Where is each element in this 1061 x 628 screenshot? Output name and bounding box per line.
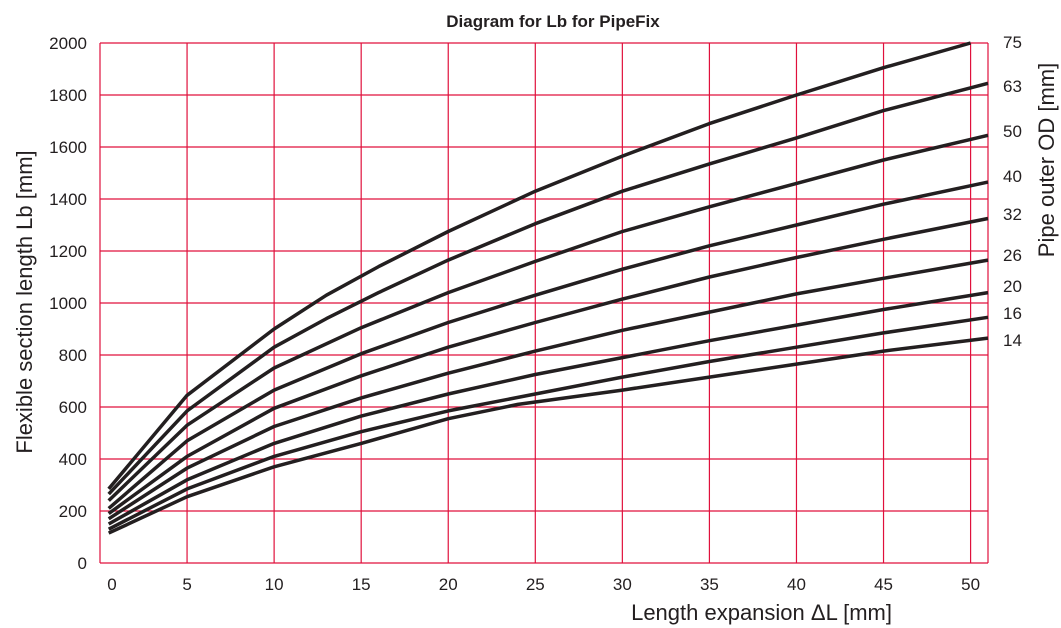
y-tick-labels: 0 200 400 600 800 1000 1200 1400 1600 1800 2000 xyxy=(49,34,87,573)
series-line-20 xyxy=(107,290,989,526)
y-tick-label: 2000 xyxy=(49,34,87,53)
grid xyxy=(99,42,989,564)
series-line-32 xyxy=(107,216,989,516)
x-tick-labels: 0 5 10 15 20 25 30 35 40 45 50 xyxy=(107,575,980,594)
series-line-40 xyxy=(107,180,989,510)
series-label-20: 20 xyxy=(1003,277,1022,296)
y-tick-label: 0 xyxy=(78,554,87,573)
y2-axis-label: Pipe outer OD [mm] xyxy=(1034,63,1059,257)
series-line-63 xyxy=(107,81,989,496)
series-line-50 xyxy=(107,133,989,502)
y-tick-label: 400 xyxy=(59,450,87,469)
x-tick-label: 45 xyxy=(874,575,893,594)
y-tick-label: 1000 xyxy=(49,294,87,313)
chart-title: Diagram for Lb for PipeFix xyxy=(446,12,660,31)
y-tick-label: 1400 xyxy=(49,190,87,209)
x-tick-label: 10 xyxy=(265,575,284,594)
x-axis-label: Length expansion ΔL [mm] xyxy=(631,600,892,625)
series-line-26 xyxy=(107,258,989,521)
series-line-14 xyxy=(107,336,989,535)
y-tick-label: 600 xyxy=(59,398,87,417)
series-label-14: 14 xyxy=(1003,331,1022,350)
x-tick-label: 0 xyxy=(107,575,116,594)
series-label-63: 63 xyxy=(1003,77,1022,96)
series-label-16: 16 xyxy=(1003,304,1022,323)
x-tick-label: 15 xyxy=(352,575,371,594)
series-label-40: 40 xyxy=(1003,167,1022,186)
x-tick-label: 50 xyxy=(961,575,980,594)
series-label-26: 26 xyxy=(1003,246,1022,265)
x-tick-label: 30 xyxy=(613,575,632,594)
series-label-32: 32 xyxy=(1003,205,1022,224)
x-tick-label: 20 xyxy=(439,575,458,594)
x-tick-label: 35 xyxy=(700,575,719,594)
y-tick-label: 200 xyxy=(59,502,87,521)
y-tick-label: 1200 xyxy=(49,242,87,261)
y-axis-label: Flexible section length Lb [mm] xyxy=(12,150,37,453)
series-label-75: 75 xyxy=(1003,33,1022,52)
x-tick-label: 25 xyxy=(526,575,545,594)
series-line-16 xyxy=(107,315,989,531)
series-lines xyxy=(107,41,989,535)
x-tick-label: 40 xyxy=(787,575,806,594)
y-tick-label: 800 xyxy=(59,346,87,365)
series-label-50: 50 xyxy=(1003,122,1022,141)
y-tick-label: 1600 xyxy=(49,138,87,157)
y-tick-label: 1800 xyxy=(49,86,87,105)
x-tick-label: 5 xyxy=(182,575,191,594)
series-labels: 75 63 50 40 32 26 20 16 14 xyxy=(1003,33,1022,350)
series-line-75 xyxy=(107,41,972,491)
